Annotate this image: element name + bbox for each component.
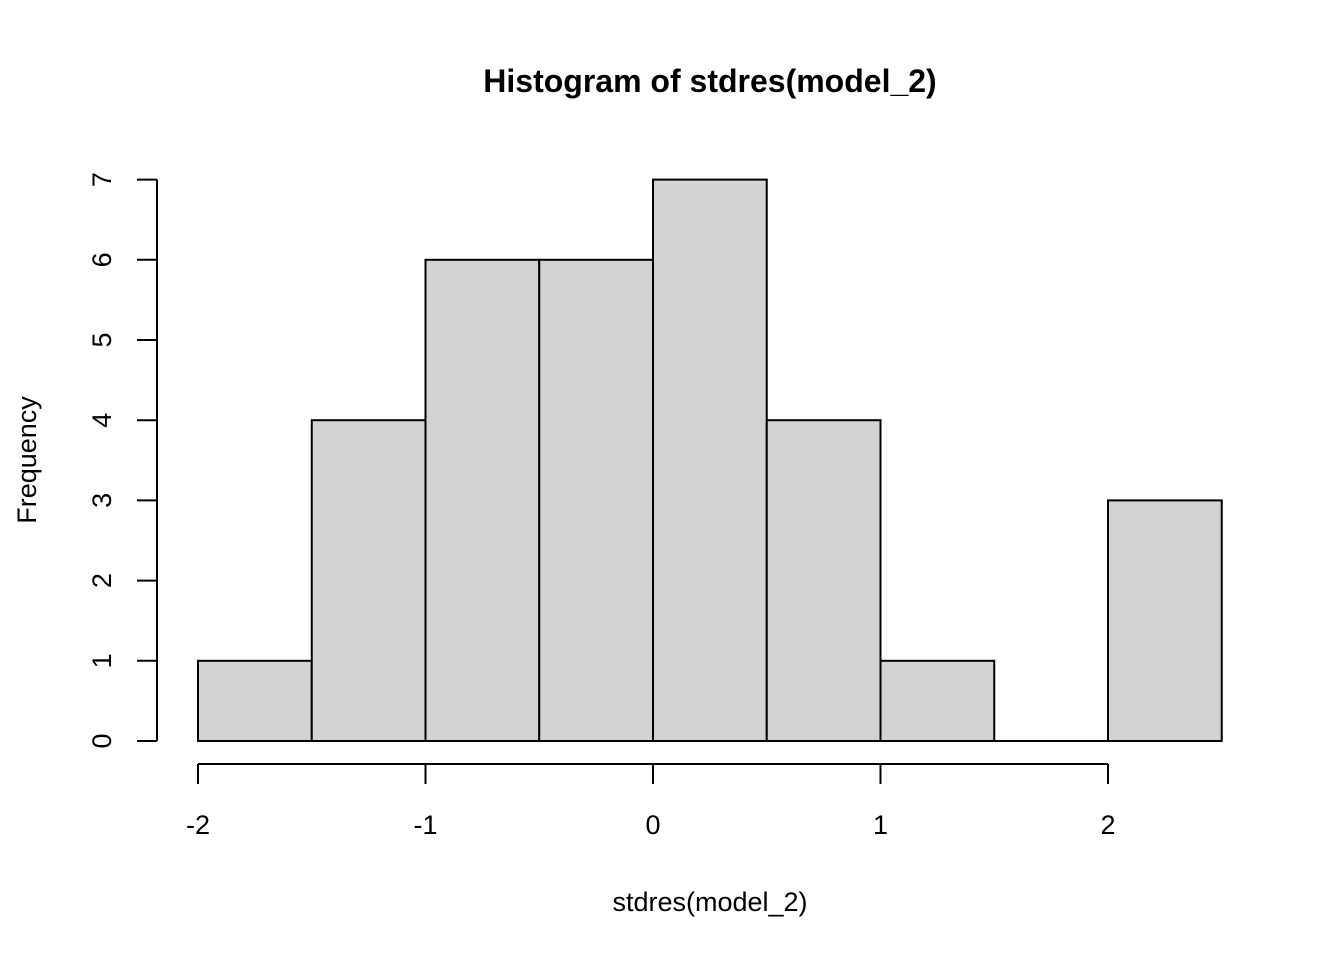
x-axis: -2 -1 0 1 2	[186, 763, 1116, 840]
x-tick-label: 1	[873, 810, 888, 840]
histogram-bar-4	[652, 178, 768, 743]
histogram-bar-3	[538, 258, 654, 742]
histogram-bars	[197, 178, 1223, 743]
x-tick-label: -2	[186, 810, 210, 840]
histogram-bar-8	[1107, 499, 1223, 742]
y-tick-label: 1	[87, 653, 117, 668]
chart-title: Histogram of stdres(model_2)	[483, 63, 936, 99]
x-tick-label: -1	[413, 810, 437, 840]
x-tick-label: 2	[1100, 810, 1115, 840]
y-tick-label: 6	[87, 252, 117, 267]
y-tick-label: 2	[87, 573, 117, 588]
y-axis: 0 1 2 3 4 5 6 7	[87, 172, 158, 749]
y-tick-label: 0	[87, 733, 117, 748]
y-tick-label: 7	[87, 172, 117, 187]
x-axis-label: stdres(model_2)	[612, 887, 807, 917]
y-tick-label: 5	[87, 332, 117, 347]
x-tick-label: 0	[645, 810, 660, 840]
histogram-bar-1	[310, 419, 427, 742]
y-tick-label: 3	[87, 493, 117, 508]
histogram-bar-2	[424, 258, 541, 742]
histogram-bar-6	[879, 659, 996, 742]
histogram-bar-0	[197, 659, 313, 742]
y-axis-label: Frequency	[12, 396, 42, 524]
y-tick-label: 4	[87, 413, 117, 428]
histogram-bar-5	[765, 419, 882, 742]
